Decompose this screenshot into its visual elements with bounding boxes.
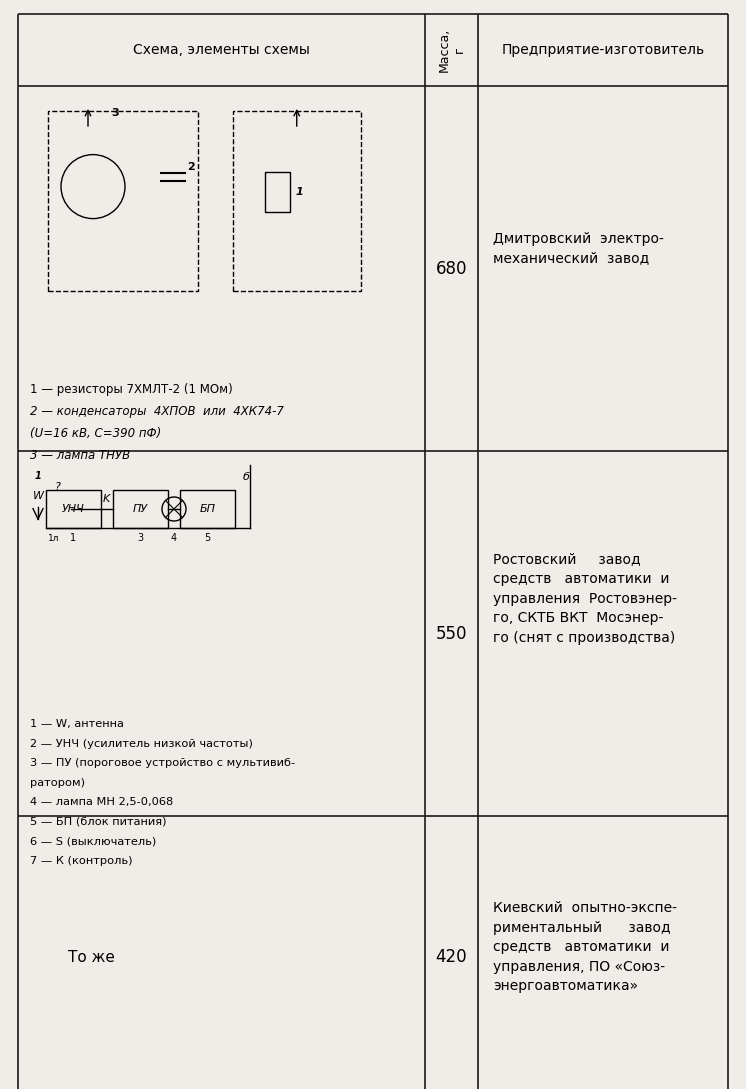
Text: 5: 5 — [204, 533, 210, 543]
Text: БП: БП — [199, 504, 216, 514]
Text: ПУ: ПУ — [133, 504, 148, 514]
Text: 1: 1 — [34, 472, 41, 481]
Text: б: б — [243, 472, 250, 482]
Text: Киевский  опытно-экспе-
риментальный      завод
средств   автоматики  и
управлен: Киевский опытно-экспе- риментальный заво… — [493, 901, 677, 993]
Text: 3 — ПУ (пороговое устройство с мультивиб-: 3 — ПУ (пороговое устройство с мультивиб… — [30, 758, 295, 768]
Text: 2 — УНЧ (усилитель низкой частоты): 2 — УНЧ (усилитель низкой частоты) — [30, 738, 253, 748]
Text: (U=16 кВ, C=390 пФ): (U=16 кВ, C=390 пФ) — [30, 427, 161, 440]
Text: 680: 680 — [436, 259, 467, 278]
Text: 5 — БП (блок питания): 5 — БП (блок питания) — [30, 817, 166, 827]
Text: Предприятие-изготовитель: Предприятие-изготовитель — [501, 42, 704, 57]
Bar — [180, 490, 235, 528]
Text: 1: 1 — [70, 533, 77, 543]
Text: W: W — [33, 491, 43, 501]
Text: То же: То же — [68, 950, 115, 965]
Text: 550: 550 — [436, 624, 467, 643]
Text: 1: 1 — [295, 187, 303, 197]
Text: 3: 3 — [137, 533, 143, 543]
Text: 4 — лампа МН 2,5-0,068: 4 — лампа МН 2,5-0,068 — [30, 797, 173, 807]
Text: K: K — [102, 494, 110, 504]
Text: 3 — лампа ТНУВ: 3 — лампа ТНУВ — [30, 449, 130, 462]
Text: ?: ? — [55, 482, 61, 492]
Bar — [46, 490, 101, 528]
Text: Дмитровский  электро-
механический  завод: Дмитровский электро- механический завод — [493, 232, 664, 266]
Text: Схема, элементы схемы: Схема, элементы схемы — [133, 42, 310, 57]
Bar — [48, 111, 198, 291]
Text: 420: 420 — [436, 949, 467, 966]
Text: 6 — S (выключатель): 6 — S (выключатель) — [30, 836, 156, 846]
Bar — [233, 111, 360, 291]
Bar — [113, 490, 168, 528]
Text: 7 — К (контроль): 7 — К (контроль) — [30, 856, 133, 866]
Text: УНЧ: УНЧ — [62, 504, 85, 514]
Text: 3: 3 — [111, 108, 119, 118]
Text: 4: 4 — [171, 533, 177, 543]
Text: 2: 2 — [187, 161, 195, 172]
Text: Ростовский     завод
средств   автоматики  и
управления  Ростовэнер-
го, СКТБ ВК: Ростовский завод средств автоматики и уп… — [493, 552, 677, 645]
Text: 1 — W, антенна: 1 — W, антенна — [30, 719, 124, 729]
Bar — [265, 172, 290, 212]
Text: Масса,
г: Масса, г — [437, 28, 466, 72]
Text: 2 — конденсаторы  4ХПОВ  или  4ХК74-7: 2 — конденсаторы 4ХПОВ или 4ХК74-7 — [30, 404, 284, 417]
Text: ратором): ратором) — [30, 778, 85, 787]
Text: 1л: 1л — [48, 534, 60, 542]
Text: 1 — резисторы 7ХМЛТ-2 (1 МОм): 1 — резисторы 7ХМЛТ-2 (1 МОм) — [30, 382, 233, 395]
